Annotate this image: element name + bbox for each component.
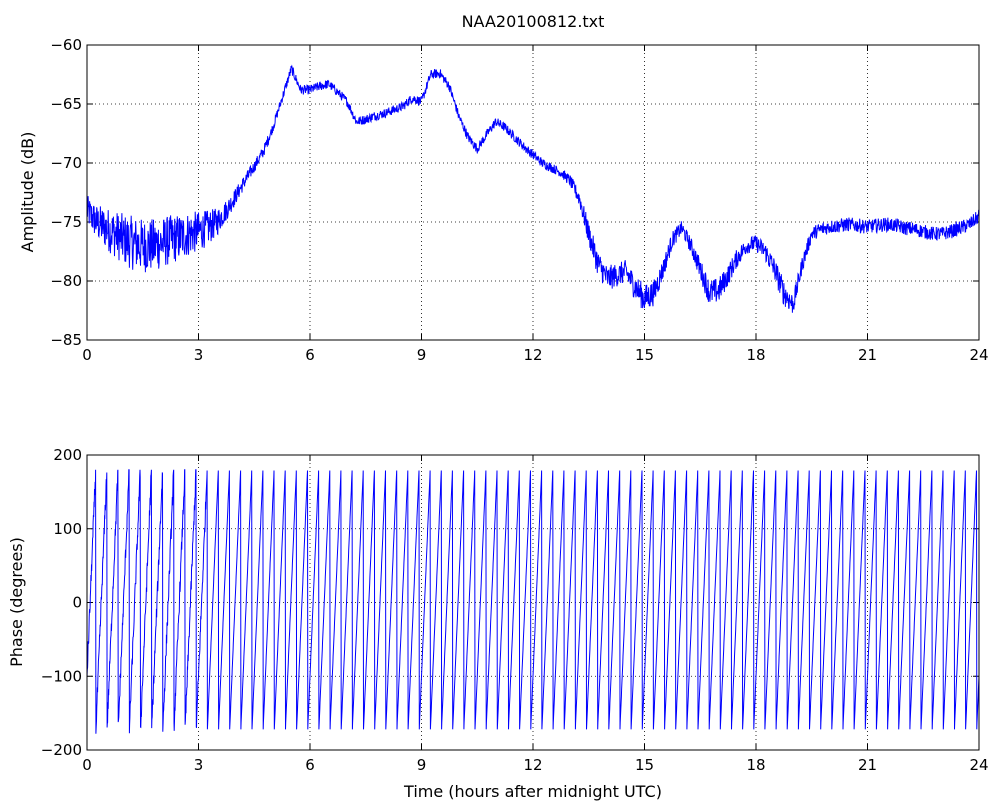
amplitude-axes-frame: [86, 44, 980, 341]
amplitude-ticks: 0 3 6 9 12 15 18 21 24 −85 −80 −75 −70 −65 −60: [50, 36, 988, 364]
x-tick-label: 9: [417, 756, 427, 774]
x-tick-label: 18: [746, 756, 765, 774]
x-tick-label: 0: [82, 756, 92, 774]
phase-series-line: [86, 469, 980, 734]
amplitude-series-line: [86, 64, 980, 313]
y-tick-label: 100: [53, 520, 82, 538]
y-tick-label: 200: [53, 446, 82, 464]
y-tick-label: −80: [50, 272, 82, 290]
y-tick-label: −65: [50, 95, 82, 113]
x-tick-label: 15: [635, 756, 654, 774]
y-tick-label: −200: [41, 741, 82, 759]
x-tick-label: 6: [305, 346, 315, 364]
x-tick-label: 15: [635, 346, 654, 364]
phase-xlabel: Time (hours after midnight UTC): [403, 782, 662, 801]
amplitude-grid: [87, 45, 979, 340]
y-tick-label: −70: [50, 154, 82, 172]
x-tick-label: 12: [523, 756, 542, 774]
phase-ticks: 0 3 6 9 12 15 18 21 24 −200 −100 0 100 200: [41, 446, 989, 774]
y-tick-label: −75: [50, 213, 82, 231]
x-tick-label: 24: [969, 756, 988, 774]
x-tick-label: 12: [523, 346, 542, 364]
y-tick-label: −85: [50, 331, 82, 349]
amplitude-axes: 0 3 6 9 12 15 18 21 24 −85 −80 −75 −70 −65 −60 Amplitu…: [18, 36, 989, 364]
amplitude-ylabel: Amplitude (dB): [18, 132, 37, 253]
y-tick-label: 0: [72, 594, 82, 612]
x-tick-label: 0: [82, 346, 92, 364]
y-tick-label: −100: [41, 667, 82, 685]
x-tick-label: 18: [746, 346, 765, 364]
x-tick-label: 3: [194, 346, 204, 364]
x-tick-label: 21: [858, 346, 877, 364]
y-tick-label: −60: [50, 36, 82, 54]
phase-axes: 0 3 6 9 12 15 18 21 24 −200 −100 0 100 200 Phase (deg…: [7, 446, 989, 801]
x-tick-label: 21: [858, 756, 877, 774]
x-tick-label: 3: [194, 756, 204, 774]
chart-title: NAA20100812.txt: [462, 12, 605, 31]
x-tick-label: 6: [305, 756, 315, 774]
phase-ylabel: Phase (degrees): [7, 537, 26, 667]
phase-axes-frame: [86, 454, 980, 751]
phase-grid: [87, 455, 979, 750]
x-tick-label: 24: [969, 346, 988, 364]
x-tick-label: 9: [417, 346, 427, 364]
